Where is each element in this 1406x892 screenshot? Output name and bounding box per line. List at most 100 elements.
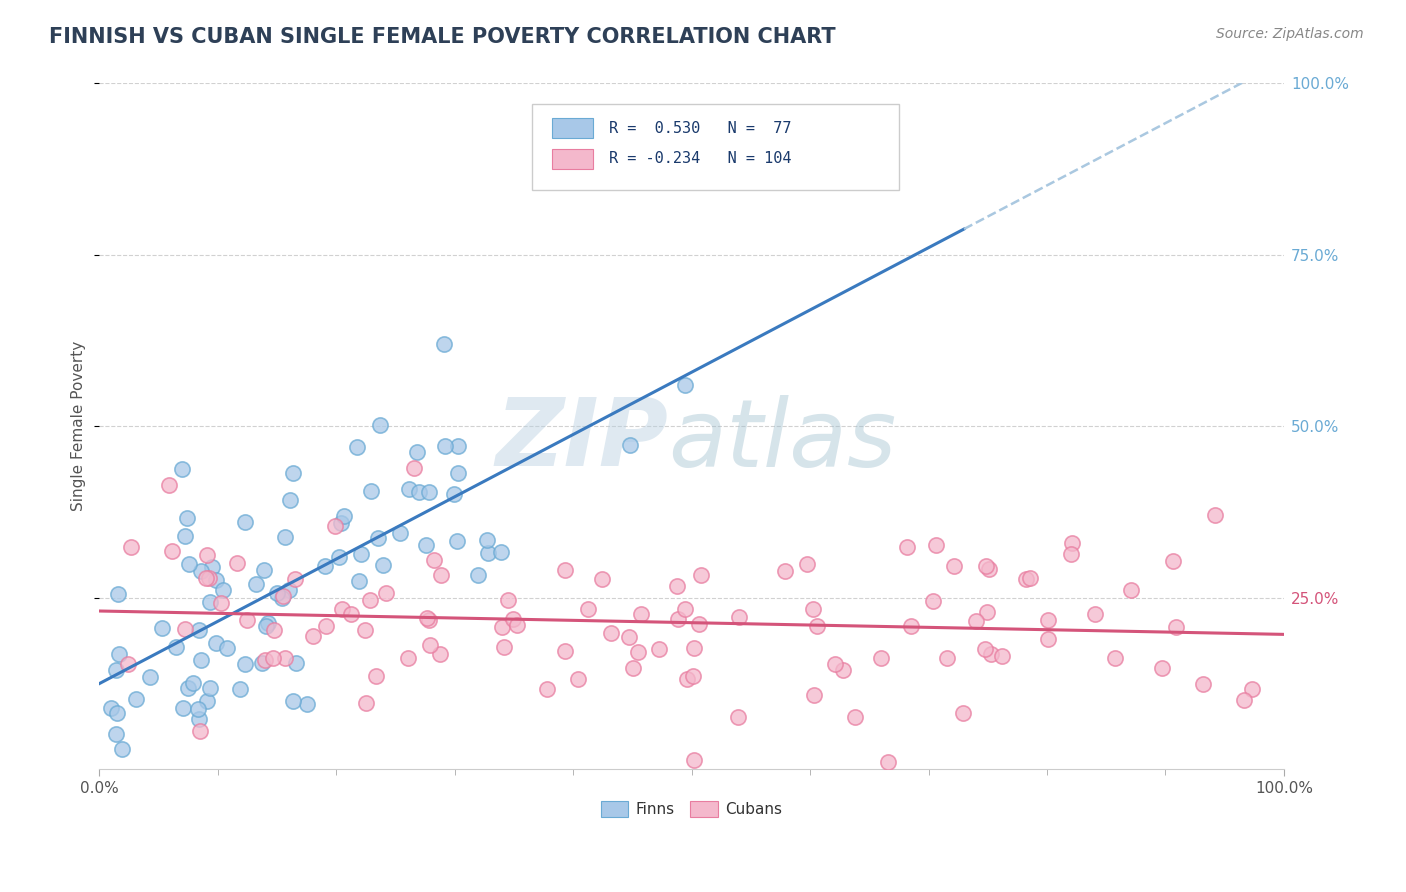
Point (295, 697, 318, 711)
Point (844, 710, 866, 724)
Y-axis label: Single Female Poverty: Single Female Poverty (72, 342, 86, 511)
Point (388, 525, 411, 540)
Point (170, 462, 193, 476)
Point (648, 642, 671, 657)
Point (271, 591, 294, 605)
Point (728, 609, 751, 624)
Point (160, 544, 183, 558)
Point (236, 613, 259, 627)
Point (228, 681, 250, 696)
Point (278, 493, 301, 508)
Point (284, 656, 307, 670)
Text: R = -0.234   N = 104: R = -0.234 N = 104 (609, 152, 792, 167)
Point (683, 753, 706, 767)
Point (952, 706, 974, 720)
Point (107, 647, 129, 661)
Point (360, 484, 382, 499)
Point (796, 557, 818, 571)
Point (165, 640, 187, 654)
Point (619, 437, 641, 451)
Point (433, 337, 456, 351)
Point (877, 756, 900, 770)
Point (773, 564, 796, 578)
Point (190, 653, 212, 667)
Point (107, 587, 129, 601)
Point (976, 605, 998, 619)
Point (359, 592, 381, 607)
Point (727, 710, 749, 724)
Point (330, 516, 353, 531)
Point (567, 672, 589, 686)
Point (1060, 547, 1083, 561)
Point (354, 696, 377, 710)
Point (172, 700, 194, 714)
Point (806, 618, 828, 632)
Point (104, 663, 127, 677)
Point (925, 538, 948, 552)
Point (404, 461, 426, 475)
Point (1166, 619, 1188, 633)
Point (498, 593, 520, 607)
Point (205, 574, 228, 588)
Point (315, 618, 337, 632)
Point (190, 724, 212, 739)
Point (254, 618, 277, 632)
Point (443, 487, 465, 501)
Point (1019, 570, 1042, 584)
Point (446, 466, 468, 480)
Point (1084, 607, 1107, 621)
Point (666, 612, 689, 626)
Point (125, 692, 148, 706)
Point (277, 582, 299, 597)
Point (257, 616, 280, 631)
Point (253, 652, 276, 666)
Point (302, 629, 325, 643)
Point (418, 485, 440, 500)
Point (139, 669, 162, 683)
Point (105, 727, 128, 741)
Point (314, 559, 336, 574)
Point (1015, 572, 1038, 586)
Point (194, 571, 217, 585)
Point (117, 657, 139, 671)
Point (366, 669, 388, 683)
Point (627, 645, 650, 659)
Point (157, 478, 180, 492)
Point (177, 681, 200, 695)
Text: Source: ZipAtlas.com: Source: ZipAtlas.com (1216, 27, 1364, 41)
Point (226, 556, 249, 570)
Point (832, 663, 855, 677)
Point (416, 610, 439, 624)
Point (173, 529, 195, 543)
Text: atlas: atlas (668, 394, 896, 485)
Point (217, 640, 239, 655)
Point (422, 553, 444, 567)
Point (187, 712, 209, 726)
Point (447, 439, 470, 453)
Point (415, 538, 437, 552)
Point (198, 681, 221, 696)
Point (281, 693, 304, 707)
Point (921, 594, 943, 608)
Point (433, 439, 456, 453)
Point (676, 673, 699, 687)
Point (974, 642, 997, 657)
Point (1060, 536, 1083, 550)
Point (350, 548, 373, 562)
Point (665, 579, 688, 593)
Point (105, 706, 128, 720)
Point (150, 621, 173, 635)
Point (201, 560, 224, 574)
Point (375, 586, 398, 600)
Point (340, 607, 363, 622)
Point (330, 602, 353, 616)
Point (198, 595, 221, 609)
Point (900, 619, 922, 633)
Point (869, 651, 891, 665)
Point (1150, 661, 1173, 675)
Point (1038, 613, 1060, 627)
Point (554, 643, 576, 657)
Point (1204, 508, 1226, 522)
Point (502, 612, 524, 626)
Point (942, 559, 965, 574)
